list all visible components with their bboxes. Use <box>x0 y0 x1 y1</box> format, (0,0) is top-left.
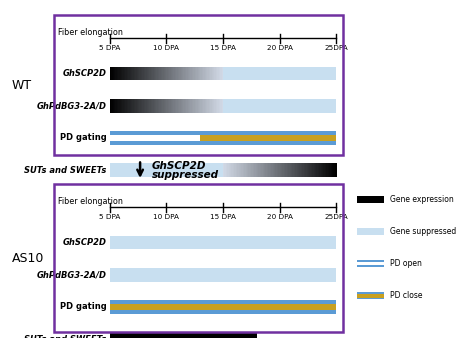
Text: AS10: AS10 <box>12 251 44 265</box>
Text: 10 DPA: 10 DPA <box>153 45 179 51</box>
Text: SUTs and SWEETs: SUTs and SWEETs <box>24 335 106 338</box>
Text: 15 DPA: 15 DPA <box>210 45 236 51</box>
Text: 25DPA: 25DPA <box>325 214 348 220</box>
Text: Fiber elongation: Fiber elongation <box>58 196 123 206</box>
Text: 25DPA: 25DPA <box>325 45 348 51</box>
Text: GhSCP2D: GhSCP2D <box>63 69 106 78</box>
Text: GhSCP2D: GhSCP2D <box>63 238 106 247</box>
Text: PD open: PD open <box>390 259 422 268</box>
Text: WT: WT <box>12 79 32 92</box>
Text: Gene expression: Gene expression <box>390 195 454 204</box>
Text: 10 DPA: 10 DPA <box>153 214 179 220</box>
Text: 5 DPA: 5 DPA <box>99 45 120 51</box>
Text: PD gating: PD gating <box>60 303 106 311</box>
Text: GhPdBG3-2A/D: GhPdBG3-2A/D <box>36 270 106 279</box>
Text: suppressed: suppressed <box>152 170 219 180</box>
Text: 15 DPA: 15 DPA <box>210 214 236 220</box>
Text: Gene suppressed: Gene suppressed <box>390 227 456 236</box>
Text: 20 DPA: 20 DPA <box>267 214 293 220</box>
Text: SUTs and SWEETs: SUTs and SWEETs <box>24 166 106 174</box>
Text: 20 DPA: 20 DPA <box>267 45 293 51</box>
Text: PD gating: PD gating <box>60 134 106 142</box>
Text: 5 DPA: 5 DPA <box>99 214 120 220</box>
Text: GhPdBG3-2A/D: GhPdBG3-2A/D <box>36 101 106 110</box>
Text: PD close: PD close <box>390 291 423 300</box>
Text: Fiber elongation: Fiber elongation <box>58 27 123 37</box>
Text: GhSCP2D: GhSCP2D <box>152 161 206 171</box>
